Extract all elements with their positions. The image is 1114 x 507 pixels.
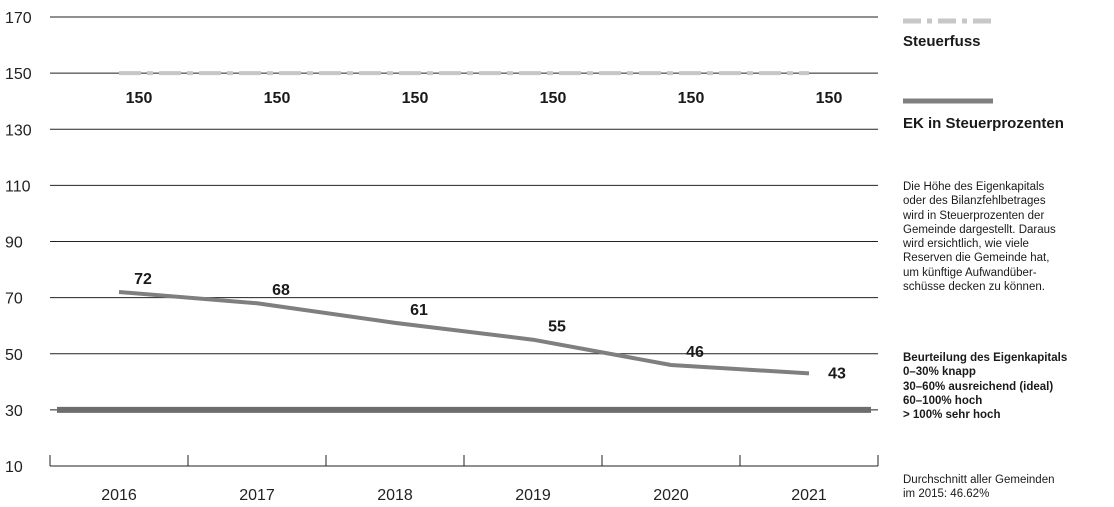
data-label-steuerfuss: 150 [264, 90, 291, 107]
rating-item: 60–100% hoch [903, 394, 983, 407]
data-label-steuerfuss: 150 [126, 90, 153, 107]
y-tick-label: 70 [5, 291, 23, 308]
average-text: Durchschnitt aller Gemeinden im 2015: 46… [903, 473, 1109, 502]
rating-item: 0–30% knapp [903, 366, 976, 379]
description-line: wird in Steuerprozenten der [903, 209, 1045, 222]
legend-label-steuerfuss: Steuerfuss [903, 33, 981, 50]
y-tick-label: 110 [5, 178, 31, 195]
data-labels: 150 150 150 150 150 150 72 68 61 55 46 43 [126, 90, 846, 382]
legend-panel: Steuerfuss EK in Steuerprozenten Die Höh… [903, 0, 1114, 507]
data-label-steuerfuss: 150 [816, 90, 843, 107]
y-tick-label: 170 [5, 10, 32, 27]
average-line: im 2015: 46.62% [903, 488, 990, 501]
data-label-ek: 43 [828, 365, 846, 382]
description-line: oder des Bilanzfehlbetrages [903, 195, 1046, 208]
y-tick-label: 90 [5, 235, 23, 252]
data-label-ek: 46 [686, 344, 704, 361]
y-tick-label: 150 [5, 66, 32, 83]
description-line: schüsse decken zu können. [903, 281, 1045, 294]
description-line: Reserven die Gemeinde hat, [903, 252, 1050, 265]
data-label-ek: 68 [272, 282, 290, 299]
description-line: um künftige Aufwandüber- [903, 266, 1037, 279]
x-tick-label: 2019 [515, 487, 551, 504]
gridlines [50, 16, 878, 411]
description-line: wird ersichtlich, wie viele [903, 238, 1029, 251]
y-tick-label: 130 [5, 122, 32, 139]
y-tick-label: 10 [5, 459, 23, 476]
data-label-ek: 55 [548, 319, 566, 336]
x-tick-label: 2021 [791, 487, 827, 504]
y-axis-ticks: 10 30 50 70 90 110 130 150 170 [5, 10, 32, 476]
description-text: Die Höhe des Eigenkapitals oder des Bila… [903, 180, 1109, 294]
rating-item: > 100% sehr hoch [903, 409, 1001, 422]
y-tick-label: 50 [5, 347, 23, 364]
legend-swatch-ek [903, 98, 993, 104]
series-line-ek [118, 290, 810, 376]
x-axis: 2016 2017 2018 2019 2020 2021 [49, 455, 879, 504]
rating-item: 30–60% ausreichend (ideal) [903, 380, 1054, 393]
x-tick-label: 2017 [239, 487, 275, 504]
description-line: Die Höhe des Eigenkapitals [903, 181, 1045, 193]
legend-label-ek: EK in Steuerprozenten [903, 115, 1064, 132]
legend-swatch-steuerfuss [903, 18, 993, 24]
average-line: Durchschnitt aller Gemeinden [903, 474, 1055, 486]
x-tick-label: 2018 [377, 487, 413, 504]
x-tick-label: 2016 [101, 487, 137, 504]
series-lines [57, 71, 871, 413]
rating-title: Beurteilung des Eigenkapitals [903, 352, 1068, 364]
x-tick-label: 2020 [653, 487, 689, 504]
data-label-steuerfuss: 150 [678, 90, 705, 107]
data-label-steuerfuss: 150 [402, 90, 429, 107]
description-line: Gemeinde dargestellt. Daraus [903, 223, 1056, 236]
y-tick-label: 30 [5, 403, 23, 420]
rating-block: Beurteilung des Eigenkapitals 0–30% knap… [903, 351, 1109, 422]
data-label-steuerfuss: 150 [540, 90, 567, 107]
data-label-ek: 72 [134, 271, 152, 288]
data-label-ek: 61 [410, 302, 428, 319]
